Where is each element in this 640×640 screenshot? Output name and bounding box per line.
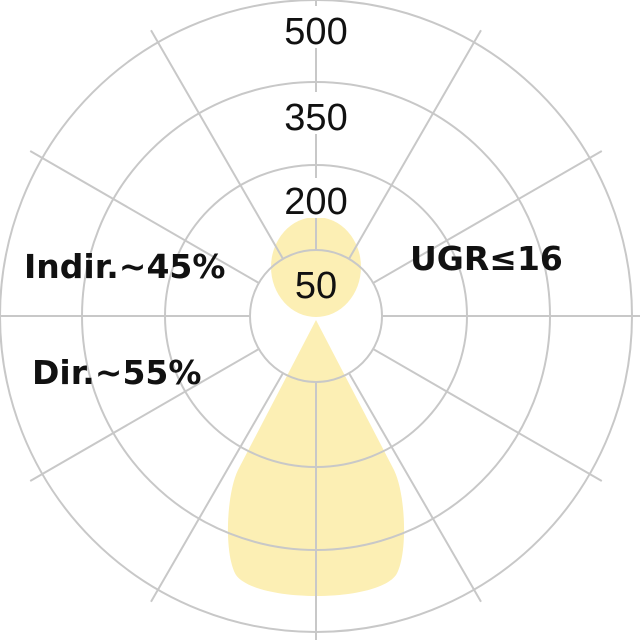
spoke-240deg: [29, 348, 260, 482]
scale-label-350: 350: [284, 97, 347, 139]
spoke-60deg: [372, 150, 603, 284]
label-bg: [272, 178, 362, 218]
label-bg: [272, 6, 362, 48]
scale-label-500: 500: [284, 11, 347, 53]
spoke-150deg: [348, 372, 482, 603]
indirect-lobe: [271, 217, 361, 317]
indirect-share-label: Indir.~45%: [24, 247, 225, 286]
spoke-210deg: [150, 372, 284, 603]
spoke-300deg: [29, 150, 260, 284]
label-bg: [272, 92, 362, 134]
spoke-30deg: [348, 29, 482, 260]
scale-label-50: 50: [295, 265, 337, 307]
direct-share-label: Dir.~55%: [32, 353, 201, 392]
scale-label-200: 200: [284, 181, 347, 223]
spoke-330deg: [150, 29, 284, 260]
ugr-label: UGR≤16: [410, 239, 563, 278]
spoke-120deg: [372, 348, 603, 482]
